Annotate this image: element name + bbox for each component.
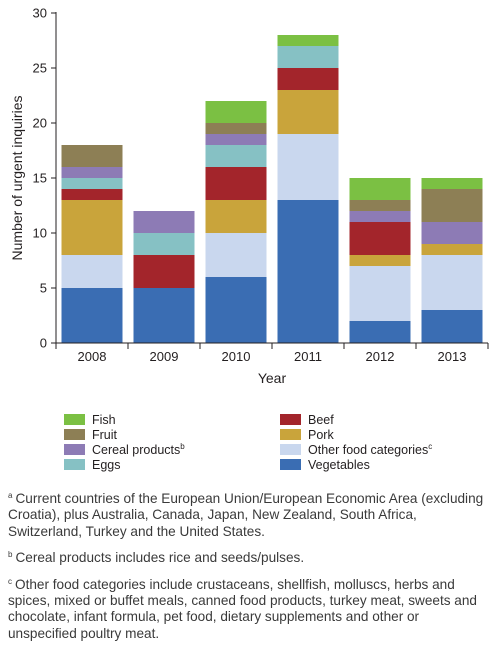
legend-swatch xyxy=(280,414,301,425)
y-tick-label: 5 xyxy=(40,281,47,296)
bar-segment-beef-2010 xyxy=(205,167,267,200)
bar-segment-cereal-products-2010 xyxy=(205,134,267,145)
legend-label: Beef xyxy=(308,413,334,427)
bar-segment-other-food-categories-2010 xyxy=(205,233,267,277)
footnote-text: Other food categories include crustacean… xyxy=(8,576,477,641)
legend-swatch xyxy=(64,429,85,440)
x-tick-label: 2013 xyxy=(438,349,467,364)
footnotes: a Current countries of the European Union… xyxy=(8,488,488,649)
bar-segment-fish-2010 xyxy=(205,101,267,123)
legend-swatch xyxy=(280,444,301,455)
bar-segment-cereal-products-2009 xyxy=(133,211,195,233)
bar-segment-cereal-products-2012 xyxy=(349,211,411,222)
x-tick-label: 2009 xyxy=(150,349,179,364)
axes-group: 0 5 10 15 20 25 30 2008 2009 2010 2011 2012 2013 xyxy=(33,6,489,364)
footnote-b: b Cereal products includes rice and seeds… xyxy=(8,547,488,566)
y-tick-label: 20 xyxy=(33,116,47,131)
bar-segment-pork-2010 xyxy=(205,200,267,233)
legend-label: Eggs xyxy=(92,458,121,472)
bar-segment-vegetables-2011 xyxy=(277,200,339,343)
bar-segment-vegetables-2009 xyxy=(133,288,195,343)
legend-swatch xyxy=(280,429,301,440)
footnote-a: a Current countries of the European Union… xyxy=(8,488,488,540)
legend-superscript: b xyxy=(180,442,185,451)
legend-swatch xyxy=(64,444,85,455)
legend-label: Pork xyxy=(308,428,334,442)
y-tick-label: 15 xyxy=(33,171,47,186)
bar-segment-fruit-2013 xyxy=(421,189,483,222)
bar-segment-fruit-2010 xyxy=(205,123,267,134)
legend-superscript: c xyxy=(428,442,432,451)
bar-segment-pork-2012 xyxy=(349,255,411,266)
footnote-mark: a xyxy=(8,491,13,500)
x-tick-label: 2010 xyxy=(222,349,251,364)
legend-label: Other food categoriesc xyxy=(308,442,432,457)
bar-segment-vegetables-2013 xyxy=(421,310,483,343)
legend-swatch xyxy=(280,459,301,470)
legend-label: Fruit xyxy=(92,428,118,442)
bars-group xyxy=(61,35,483,343)
bar-segment-pork-2013 xyxy=(421,244,483,255)
bar-segment-other-food-categories-2011 xyxy=(277,134,339,200)
footnote-c: c Other food categories include crustacea… xyxy=(8,574,488,643)
footnote-text: Current countries of the European Union/… xyxy=(8,491,484,539)
y-tick-label: 25 xyxy=(33,61,47,76)
legend-swatch xyxy=(64,414,85,425)
footnote-mark: b xyxy=(8,550,13,560)
bar-segment-cereal-products-2013 xyxy=(421,222,483,244)
bar-segment-eggs-2008 xyxy=(61,178,123,189)
bar-segment-beef-2012 xyxy=(349,222,411,255)
legend-label: Cereal productsb xyxy=(92,442,185,457)
bar-segment-fruit-2008 xyxy=(61,145,123,167)
y-tick-label: 0 xyxy=(40,336,47,351)
bar-segment-fish-2012 xyxy=(349,178,411,200)
stacked-bar-chart: 0 5 10 15 20 25 30 2008 2009 2010 2011 2012 2013 Num… xyxy=(9,6,489,472)
x-tick-label: 2008 xyxy=(78,349,107,364)
bar-segment-pork-2008 xyxy=(61,200,123,255)
y-tick-label: 30 xyxy=(33,6,47,21)
y-tick-label: 10 xyxy=(33,226,47,241)
bar-segment-beef-2009 xyxy=(133,255,195,288)
bar-segment-pork-2011 xyxy=(277,90,339,134)
bar-segment-eggs-2009 xyxy=(133,233,195,255)
bar-segment-fish-2011 xyxy=(277,35,339,46)
legend-label: Fish xyxy=(92,413,116,427)
bar-segment-cereal-products-2008 xyxy=(61,167,123,178)
x-tick-label: 2012 xyxy=(366,349,395,364)
bar-segment-fruit-2012 xyxy=(349,200,411,211)
bar-segment-beef-2011 xyxy=(277,68,339,90)
bar-segment-other-food-categories-2013 xyxy=(421,255,483,310)
y-axis-title: Number of urgent inquiries xyxy=(9,96,25,261)
legend-swatch xyxy=(64,459,85,470)
footnote-text: Cereal products includes rice and seeds/… xyxy=(15,550,305,566)
x-axis-title: Year xyxy=(258,370,287,386)
bar-segment-other-food-categories-2008 xyxy=(61,255,123,288)
bar-segment-beef-2008 xyxy=(61,189,123,200)
bar-segment-eggs-2011 xyxy=(277,46,339,68)
bar-segment-fish-2013 xyxy=(421,178,483,189)
legend-label: Vegetables xyxy=(308,458,370,472)
footnote-mark: c xyxy=(8,576,12,586)
legend: Fish Beef Fruit Pork Cereal productsb Other f… xyxy=(64,413,432,472)
bar-segment-vegetables-2010 xyxy=(205,277,267,343)
x-tick-label: 2011 xyxy=(294,349,322,364)
bar-segment-vegetables-2008 xyxy=(61,288,123,343)
bar-segment-vegetables-2012 xyxy=(349,321,411,343)
bar-segment-eggs-2010 xyxy=(205,145,267,167)
bar-segment-other-food-categories-2012 xyxy=(349,266,411,321)
